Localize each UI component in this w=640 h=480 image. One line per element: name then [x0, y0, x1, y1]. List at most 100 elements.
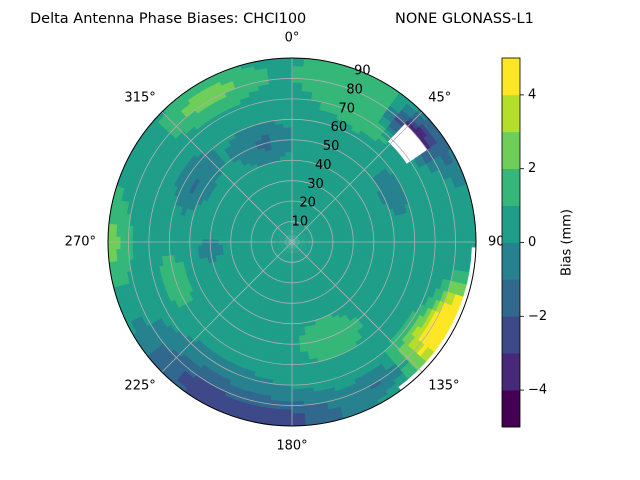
contour-cell [303, 216, 308, 222]
contour-cell [268, 230, 274, 235]
radial-tick-label: 20 [299, 196, 316, 211]
contour-cell [266, 244, 272, 247]
contour-cell [285, 226, 288, 231]
contour-cell [295, 243, 301, 246]
contour-cell [283, 243, 289, 246]
contour-cell [293, 270, 297, 276]
contour-cell [294, 282, 299, 288]
contour-cell [234, 247, 240, 253]
contour-cell [286, 234, 290, 239]
contour-cell [289, 208, 293, 214]
contour-cell [275, 221, 281, 227]
contour-cell [293, 233, 297, 239]
contour-cell [376, 225, 383, 234]
angle-tick-label: 180° [276, 439, 307, 454]
contour-cell [286, 229, 290, 235]
contour-cell [287, 175, 293, 181]
contour-cell [361, 233, 367, 240]
contour-cell [295, 244, 300, 247]
contour-cell [298, 233, 303, 237]
contour-cell [291, 286, 296, 292]
contour-cell [281, 192, 286, 199]
radial-tick-label: 80 [346, 82, 363, 97]
contour-cell [295, 269, 300, 276]
contour-cell [291, 184, 297, 189]
contour-cell [291, 278, 296, 284]
contour-cell [278, 263, 283, 269]
contour-cell [248, 200, 256, 207]
contour-cell [376, 198, 384, 208]
contour-cell [283, 242, 288, 244]
contour-cell [316, 238, 322, 242]
contour-cell [258, 164, 266, 172]
contour-cell [289, 266, 293, 272]
contour-cell [328, 321, 337, 329]
contour-cell [284, 231, 288, 236]
contour-cell [299, 245, 304, 248]
contour-cell [308, 253, 313, 258]
contour-cell [315, 246, 321, 250]
contour-cell [201, 244, 207, 252]
contour-cell [278, 147, 287, 153]
contour-cell [267, 235, 273, 239]
contour-cell [291, 167, 298, 173]
contour-cell [300, 242, 305, 245]
contour-cell [373, 232, 379, 240]
contour-cell [291, 290, 297, 296]
contour-cell [313, 251, 320, 255]
contour-cell [300, 218, 304, 224]
contour-cell [313, 229, 320, 233]
contour-cell [307, 244, 313, 248]
contour-cell [201, 206, 209, 215]
contour-cell [295, 236, 299, 240]
contour-cell [276, 233, 282, 237]
contour-cell [351, 252, 358, 259]
contour-cell [283, 294, 289, 300]
contour-cell [205, 244, 211, 252]
contour-cell [279, 240, 284, 242]
contour-cell [286, 234, 290, 239]
contour-cell [276, 262, 281, 268]
contour-cell [262, 244, 268, 248]
contour-cell [284, 192, 290, 198]
contour-cell [300, 264, 305, 270]
contour-cell [257, 330, 267, 338]
contour-cell [373, 244, 379, 252]
contour-cell [263, 234, 269, 238]
contour-cell [283, 242, 289, 245]
contour-cell [283, 242, 289, 245]
contour-cell [284, 290, 289, 296]
contour-cell [279, 242, 284, 244]
contour-cell [288, 278, 293, 284]
contour-cell [307, 254, 312, 259]
contour-cell [290, 237, 292, 242]
contour-cell [281, 310, 288, 317]
contour-cell [264, 251, 271, 255]
contour-cell [291, 327, 299, 333]
contour-cell [311, 245, 317, 249]
contour-cell [325, 197, 333, 204]
contour-cell [365, 203, 373, 212]
contour-cell [288, 245, 291, 251]
colorbar-tick-label: 0 [528, 235, 536, 250]
contour-cell [281, 172, 288, 178]
contour-cell [221, 234, 227, 241]
contour-cell [285, 282, 290, 288]
contour-cell [284, 237, 289, 241]
contour-cell [291, 204, 295, 210]
contour-cell [290, 245, 292, 251]
contour-cell [287, 225, 290, 231]
contour-cell [279, 237, 285, 240]
contour-cell [295, 238, 301, 241]
contour-cell [290, 250, 292, 255]
contour-cell [299, 184, 305, 191]
contour-cell [294, 200, 298, 206]
contour-cell [303, 262, 308, 268]
contour-cell [254, 245, 260, 249]
contour-cell [265, 252, 271, 257]
contour-cell [313, 252, 319, 257]
contour-cell [291, 266, 295, 272]
contour-cell [379, 270, 387, 280]
contour-cell [331, 230, 337, 236]
contour-cell [293, 245, 297, 251]
